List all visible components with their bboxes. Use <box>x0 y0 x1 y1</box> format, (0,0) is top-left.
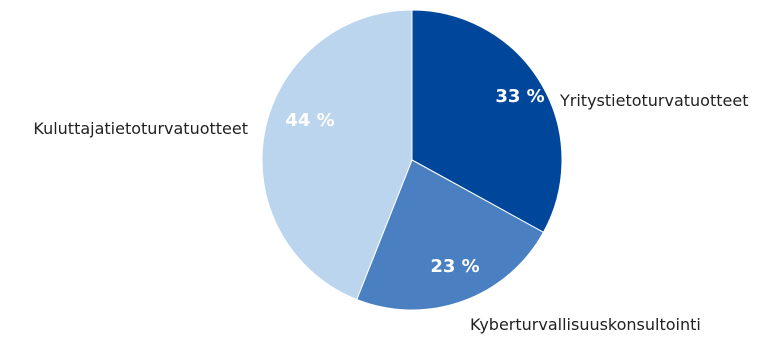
slice-category-label-0: Yritystietoturvatuotteet <box>559 91 748 110</box>
pie-slice-1 <box>356 159 545 311</box>
slice-value-label-0: 33 % <box>495 86 544 107</box>
slices-layer <box>261 9 563 311</box>
slice-category-label-1: Kyberturvallisuuskonsultointi <box>470 315 701 334</box>
slice-value-label-2: 44 % <box>285 110 334 131</box>
labels-layer: 33 % Yritystietoturvatuotteet 23 % Kybertur… <box>33 86 748 334</box>
pie-slice-2 <box>261 9 413 301</box>
pie-slice-0 <box>411 9 563 233</box>
slice-category-label-2: Kuluttajatietoturvatuotteet <box>33 119 248 138</box>
slice-value-label-1: 23 % <box>430 256 479 277</box>
